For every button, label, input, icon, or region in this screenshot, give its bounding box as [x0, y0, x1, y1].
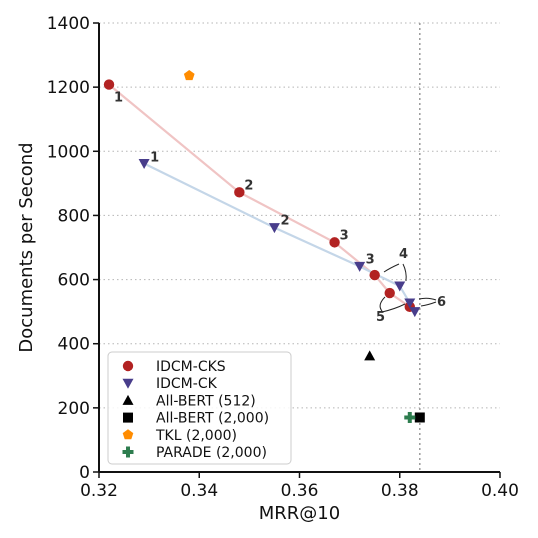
y-tick-label: 1200: [47, 78, 90, 98]
legend-label: TKL (2,000): [155, 428, 237, 444]
data-point: [404, 298, 416, 309]
data-points: [103, 70, 425, 423]
data-point: [234, 187, 245, 198]
data-point: [364, 350, 376, 361]
legend-label: PARADE (2,000): [156, 445, 267, 461]
series-line: [108, 83, 411, 308]
series-lines: [108, 83, 416, 313]
legend-marker: [122, 394, 134, 405]
point-label: 2: [244, 178, 253, 193]
data-point: [329, 237, 340, 248]
y-tick-label: 1000: [47, 142, 90, 162]
legend-label: All-BERT (2,000): [156, 411, 269, 427]
data-point: [354, 261, 366, 272]
point-label: 1: [114, 91, 123, 106]
data-point: [404, 411, 416, 423]
x-tick-label: 0.38: [381, 481, 419, 501]
data-point: [268, 223, 280, 234]
point-labels: 1 2 3 1 2 3 4 5 6: [114, 91, 446, 325]
legend-label: IDCM-CKS: [156, 359, 226, 375]
data-point: [414, 412, 425, 423]
callout-arrow: [383, 263, 400, 273]
point-label: 1: [150, 150, 159, 165]
callout-arrow: [381, 303, 406, 313]
callout-arrow: [379, 296, 386, 312]
data-point: [103, 79, 115, 90]
point-label: 3: [366, 252, 375, 267]
y-tick-label: 400: [58, 335, 90, 355]
y-tick-label: 1400: [47, 14, 90, 34]
legend-label: All-BERT (512): [156, 393, 256, 409]
legend-marker: [122, 446, 134, 458]
grid: [99, 22, 500, 472]
legend-box: [107, 351, 292, 465]
point-label: 3: [340, 228, 349, 243]
y-axis-title: Documents per Second: [16, 142, 37, 352]
data-point: [369, 269, 380, 281]
callout-arrow: [418, 297, 437, 301]
point-label: 2: [280, 214, 289, 229]
data-point: [409, 307, 421, 318]
x-axis-title: MRR@10: [259, 503, 340, 524]
x-tick-label: 0.40: [481, 481, 519, 501]
x-tick-label: 0.34: [180, 481, 218, 501]
point-label: 4: [399, 247, 408, 262]
y-tick-label: 800: [58, 206, 90, 226]
y-tick-label: 600: [58, 271, 90, 291]
legend-label: IDCM-CK: [156, 376, 218, 392]
data-point: [138, 158, 150, 169]
legend-marker: [123, 412, 133, 423]
legend-marker: [122, 360, 134, 372]
callout-arrow: [420, 301, 437, 307]
x-tick-label: 0.32: [80, 481, 118, 501]
data-point: [183, 70, 195, 81]
x-tick-label: 0.36: [281, 481, 319, 501]
callout-arrow: [402, 263, 407, 282]
y-tick-label: 200: [58, 399, 90, 419]
data-point: [384, 287, 395, 299]
legend-marker: [122, 429, 134, 440]
data-point: [394, 281, 406, 292]
point-label: 5: [376, 310, 385, 325]
axes: 0 200 400 600 800 1000 1200 1400 0.32 0.34 0.36 0.3…: [47, 14, 519, 501]
y-tick-label: 0: [79, 463, 90, 483]
series-line: [143, 162, 416, 313]
legend-marker: [122, 378, 134, 389]
point-label: 6: [437, 295, 446, 310]
